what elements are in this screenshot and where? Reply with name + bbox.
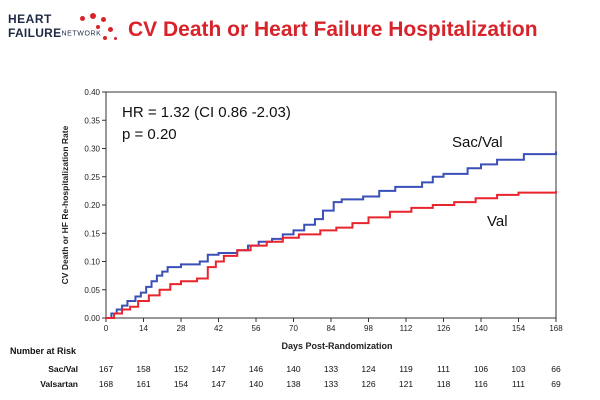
heart-failure-network-logo: HEART FAILURENETWORK: [6, 8, 126, 48]
y-tick-label: 0.30: [84, 145, 100, 154]
risk-cell: 119: [399, 364, 413, 374]
p-value-annotation: p = 0.20: [122, 126, 177, 143]
x-tick-label: 98: [364, 324, 373, 333]
risk-cell: 152: [173, 364, 189, 374]
risk-cell: 168: [98, 379, 114, 389]
x-tick-label: 0: [104, 324, 109, 333]
y-axis-label: CV Death or HF Re-hospitalization Rate: [60, 125, 70, 284]
risk-row-label: Sac/Val: [48, 364, 78, 374]
logo-dots-icon: [70, 10, 120, 48]
x-tick-label: 14: [139, 324, 148, 333]
risk-cell: 158: [136, 364, 151, 374]
series-line-val: [106, 190, 557, 319]
risk-cell: 147: [211, 379, 226, 389]
x-tick-label: 140: [474, 324, 488, 333]
risk-cell: 66: [551, 364, 561, 374]
number-at-risk-title: Number at Risk: [10, 346, 77, 356]
risk-cell: 133: [323, 379, 339, 389]
val-series-label: Val: [487, 213, 508, 230]
risk-cell: 147: [211, 364, 226, 374]
y-tick-label: 0.40: [84, 88, 100, 97]
x-tick-label: 154: [512, 324, 526, 333]
y-tick-label: 0.10: [84, 258, 100, 267]
risk-cell: 111: [512, 379, 525, 389]
risk-cell: 118: [436, 379, 451, 389]
chart-series: [106, 151, 557, 319]
y-tick-label: 0.00: [84, 314, 100, 323]
x-tick-label: 42: [214, 324, 223, 333]
risk-cell: 138: [286, 379, 301, 389]
slide-title: CV Death or Heart Failure Hospitalizatio…: [128, 18, 538, 41]
risk-cell: 167: [98, 364, 114, 374]
risk-cell: 124: [361, 364, 376, 374]
x-tick-label: 84: [327, 324, 336, 333]
y-tick-label: 0.35: [84, 116, 100, 125]
risk-cell: 116: [474, 379, 488, 389]
chart-axes: 0.00 0.05 0.10 0.15 0.20 0.25 0.30 0.35 0.40 0 14 2…: [84, 88, 563, 333]
risk-cell: 146: [248, 364, 264, 374]
risk-row-label: Valsartan: [40, 379, 78, 389]
sac-val-series-label: Sac/Val: [452, 134, 503, 151]
risk-cell: 111: [437, 364, 450, 374]
risk-cell: 133: [323, 364, 339, 374]
risk-cell: 154: [173, 379, 189, 389]
logo-text-network: NETWORK: [61, 30, 102, 38]
y-tick-label: 0.20: [84, 201, 100, 210]
logo-text-failure-word: FAILURE: [8, 26, 62, 40]
x-tick-label: 28: [177, 324, 186, 333]
series-line-sac-val: [106, 151, 557, 319]
x-tick-label: 112: [400, 324, 413, 333]
risk-cell: 106: [473, 364, 489, 374]
risk-cell: 121: [398, 379, 414, 389]
y-tick-label: 0.25: [84, 173, 100, 182]
risk-cell: 103: [511, 364, 526, 374]
x-tick-label: 70: [289, 324, 298, 333]
risk-cell: 126: [361, 379, 376, 389]
x-tick-label: 56: [252, 324, 261, 333]
risk-cell: 140: [248, 379, 264, 389]
risk-cell: 69: [551, 379, 561, 389]
logo-text-failure: FAILURENETWORK: [8, 26, 101, 40]
y-tick-label: 0.05: [84, 286, 100, 295]
hazard-ratio-annotation: HR = 1.32 (CI 0.86 -2.03): [122, 104, 291, 121]
risk-cell: 140: [286, 364, 301, 374]
risk-cell: 161: [136, 379, 151, 389]
x-tick-label: 126: [437, 324, 451, 333]
y-tick-label: 0.15: [84, 229, 100, 238]
x-tick-label: 168: [549, 324, 563, 333]
x-axis-label: Days Post-Randomization: [281, 341, 392, 351]
logo-text-heart: HEART: [8, 12, 52, 26]
